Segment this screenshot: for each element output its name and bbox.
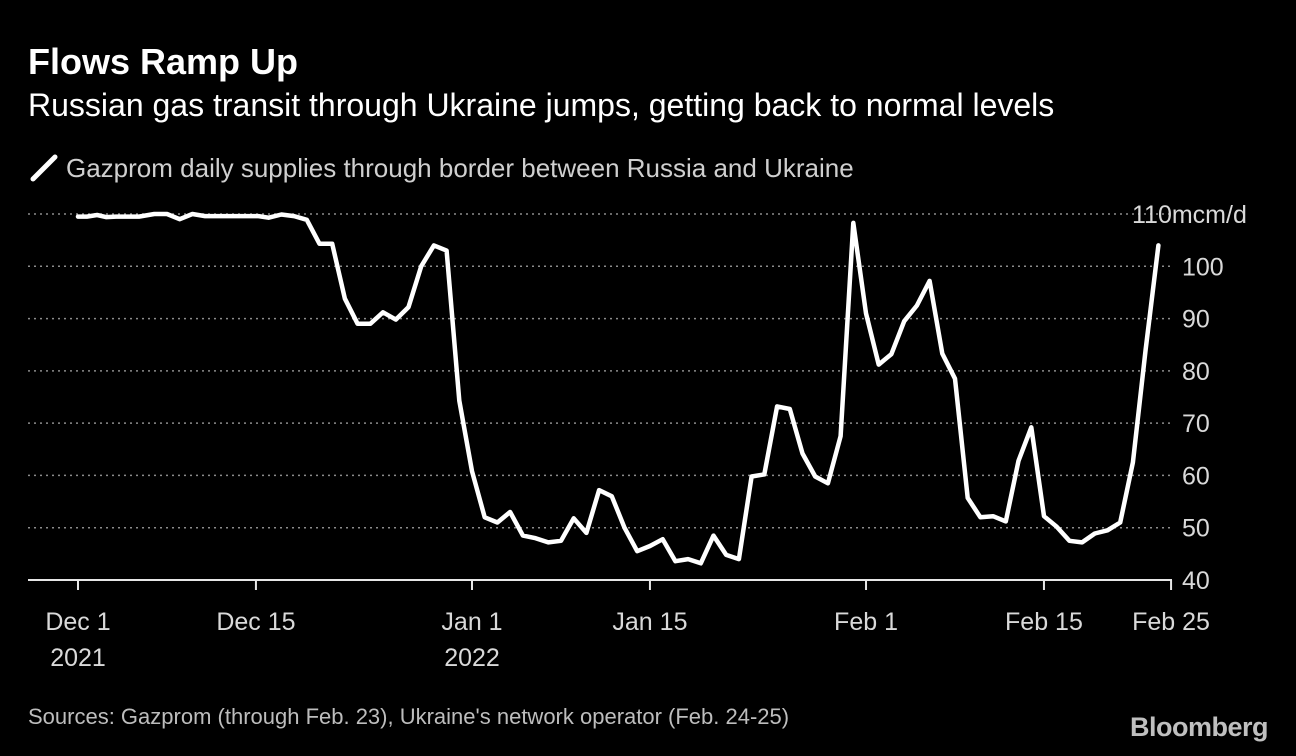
y-tick-label: 110mcm/d — [1132, 201, 1247, 229]
x-tick-label: Feb 1 — [834, 608, 898, 636]
y-tick-label: 40 — [1182, 567, 1210, 595]
y-tick-label: 60 — [1182, 462, 1210, 490]
chart-title: Flows Ramp Up — [28, 41, 299, 82]
y-tick-label: 70 — [1182, 410, 1210, 438]
y-tick-label: 100 — [1182, 253, 1224, 281]
x-tick-label: Dec 1 — [45, 608, 110, 636]
legend-line-swatch-icon — [30, 154, 58, 182]
x-tick-year-label: 2022 — [444, 644, 500, 672]
x-tick-label: Jan 15 — [612, 608, 687, 636]
y-tick-label: 90 — [1182, 306, 1210, 334]
axis-labels: 40 50 60 70 80 90 100 110mcm/d Dec 1 2021 Dec 15 Ja… — [45, 201, 1247, 672]
x-tick-label: Dec 15 — [216, 608, 295, 636]
series-line — [75, 211, 1161, 566]
grid-lines — [28, 213, 1172, 581]
source-note: Sources: Gazprom (through Feb. 23), Ukra… — [28, 704, 790, 729]
legend-series-label: Gazprom daily supplies through border be… — [66, 152, 854, 183]
x-tick-label: Feb 25 — [1132, 608, 1210, 636]
x-tick-label: Jan 1 — [441, 608, 502, 636]
chart-legend: Gazprom daily supplies through border be… — [30, 148, 854, 188]
bloomberg-logo: Bloomberg — [1129, 712, 1269, 742]
x-tick-year-label: 2021 — [50, 644, 106, 672]
series-layer — [75, 211, 1161, 566]
x-tick-label: Feb 15 — [1005, 608, 1083, 636]
y-unit-label: mcm/d — [1172, 201, 1247, 229]
line-chart: 40 50 60 70 80 90 100 110mcm/d Dec 1 2021 Dec 15 Ja… — [28, 201, 1247, 672]
y-tick-label: 50 — [1182, 515, 1210, 543]
y-tick-label: 80 — [1182, 358, 1210, 386]
chart-subtitle: Russian gas transit through Ukraine jump… — [28, 87, 1055, 123]
